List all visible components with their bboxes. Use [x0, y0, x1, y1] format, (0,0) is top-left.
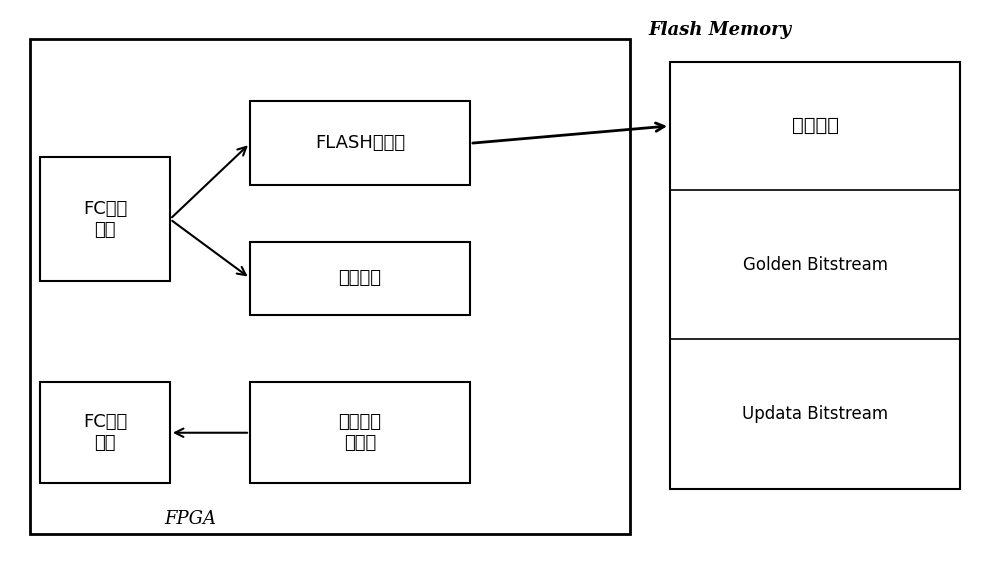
- Text: FC接收
处理: FC接收 处理: [83, 200, 127, 239]
- FancyBboxPatch shape: [250, 101, 470, 185]
- FancyBboxPatch shape: [40, 157, 170, 281]
- Text: Golden Bitstream: Golden Bitstream: [743, 256, 888, 274]
- FancyBboxPatch shape: [40, 382, 170, 483]
- FancyBboxPatch shape: [30, 39, 630, 534]
- Text: FPGA: FPGA: [164, 510, 216, 528]
- Text: Updata Bitstream: Updata Bitstream: [742, 405, 888, 423]
- Text: FC发送
处理: FC发送 处理: [83, 413, 127, 452]
- Text: FLASH控制器: FLASH控制器: [315, 134, 405, 152]
- Text: 跳转序列: 跳转序列: [792, 116, 839, 135]
- Text: 配置接口: 配置接口: [338, 269, 382, 287]
- FancyBboxPatch shape: [250, 242, 470, 315]
- FancyBboxPatch shape: [670, 62, 960, 489]
- FancyBboxPatch shape: [250, 382, 470, 483]
- Text: 版本信息
及响应: 版本信息 及响应: [338, 413, 382, 452]
- Text: Flash Memory: Flash Memory: [648, 21, 792, 39]
